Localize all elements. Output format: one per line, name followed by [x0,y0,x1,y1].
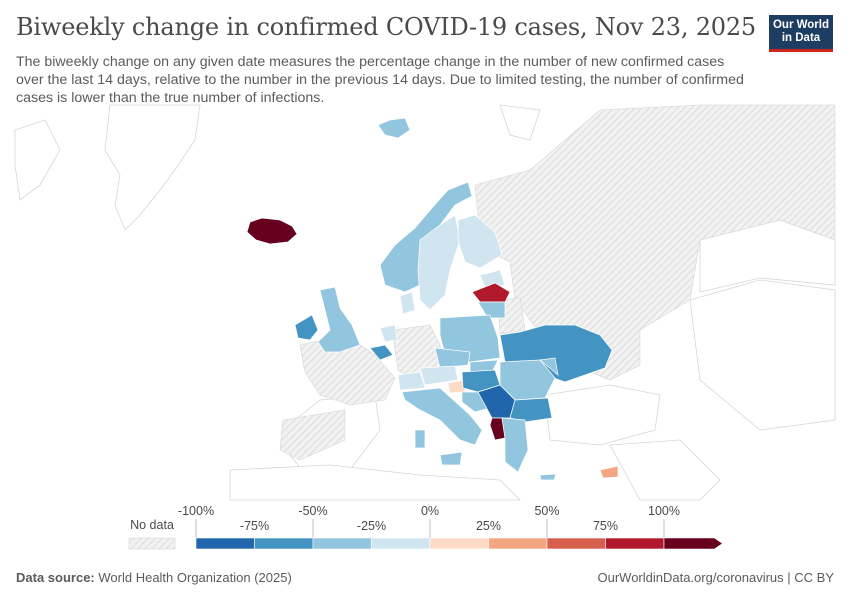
countries-with-data [246,117,619,481]
region-bulgaria[interactable] [509,397,553,423]
legend-tick-lower: -25% [357,519,386,533]
logo-line-1: Our World [772,19,829,31]
no-data-regions [279,104,836,461]
spain-shape [279,409,346,461]
region-moldova[interactable] [539,357,559,376]
region-iceland[interactable] [246,217,298,245]
region-estonia[interactable] [479,269,506,289]
region-albania[interactable] [489,417,506,441]
owid-logo[interactable]: Our World in Data [769,15,833,52]
legend: No data -100% -50% 0% 50% 100% -75% -25% 25% 75… [128,504,724,550]
middle-east-shape [609,439,721,501]
russia-shape [474,104,836,381]
region-ireland[interactable] [294,314,319,341]
chart-title: Biweekly change in confirmed COVID-19 ca… [16,13,756,41]
region-switzerland[interactable] [397,371,426,391]
chart-subtitle: The biweekly change on any given date me… [16,54,744,106]
region-sicily[interactable] [439,451,463,466]
legend-bin-3[interactable] [371,537,431,550]
region-belgium[interactable] [369,344,394,361]
north-africa-shape [229,464,521,501]
legend-tick-lower: 75% [593,519,618,533]
legend-tick-lower: -75% [240,519,269,533]
legend-tick-upper: 100% [648,504,680,518]
region-netherlands[interactable] [379,324,398,343]
legend-bin-1[interactable] [254,537,314,550]
legend-tick-upper: -50% [298,504,327,518]
data-source-link[interactable]: World Health Organization (2025) [98,570,292,585]
legend-tick-upper: -100% [178,504,214,518]
legend-bin-5[interactable] [488,537,548,550]
region-greece[interactable] [501,417,529,473]
region-sweden[interactable] [417,214,461,311]
footer-url[interactable]: OurWorldinData.org/coronavirus | CC BY [597,570,834,585]
legend-bin-7[interactable] [605,537,665,550]
legend-bin-8[interactable] [663,537,724,550]
central-asia-shape [689,279,836,431]
region-austria[interactable] [419,365,459,386]
region-lithuania[interactable] [477,301,506,319]
legend-tick-upper: 50% [534,504,559,518]
turkey-shape [544,384,661,446]
greenland-shape [104,104,201,231]
region-italy[interactable] [401,387,483,446]
region-united-kingdom[interactable] [317,286,361,353]
region-crete[interactable] [539,473,557,481]
region-latvia[interactable] [471,282,511,303]
background-land [14,104,836,501]
region-denmark[interactable] [399,291,416,315]
no-data-swatch [128,537,176,550]
data-source: Data source: World Health Organization (… [16,570,292,585]
legend-bin-4[interactable] [429,537,489,550]
region-finland[interactable] [457,214,503,269]
legend-bin-6[interactable] [546,537,606,550]
region-svalbard[interactable] [377,117,411,139]
region-sardinia[interactable] [414,429,426,449]
legend-bin-0[interactable] [195,537,255,550]
region-cyprus[interactable] [599,465,619,479]
legend-bin-2[interactable] [312,537,372,550]
legend-tick-upper: 0% [421,504,439,518]
legend-tick-lower: 25% [476,519,501,533]
no-data-label: No data [130,518,174,532]
region-croatia[interactable] [461,391,491,413]
arctic-island-shape [14,119,61,201]
region-czechia[interactable] [434,347,471,369]
arctic-island-shape [499,104,541,141]
data-source-label: Data source: [16,570,95,585]
logo-line-2: in Data [781,32,821,44]
